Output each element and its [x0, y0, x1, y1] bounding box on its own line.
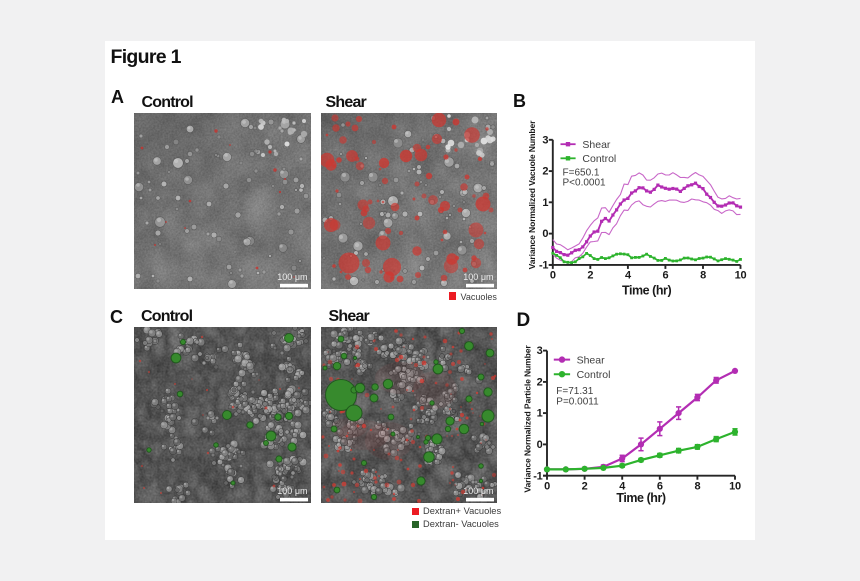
svg-text:100 μm: 100 μm [463, 486, 493, 496]
svg-text:P<0.0001: P<0.0001 [563, 178, 607, 189]
svg-text:10: 10 [735, 270, 747, 282]
svg-text:8: 8 [700, 270, 706, 282]
svg-text:Control: Control [582, 153, 616, 165]
svg-text:1: 1 [542, 197, 548, 209]
svg-text:F=650.1: F=650.1 [563, 168, 600, 179]
svg-text:Variance Normalized Vacuole Nu: Variance Normalized Vacuole Number [527, 120, 537, 269]
svg-text:2: 2 [542, 166, 548, 178]
svg-text:8: 8 [694, 481, 700, 493]
svg-text:10: 10 [729, 481, 741, 493]
svg-text:0: 0 [544, 481, 550, 493]
svg-text:-1: -1 [539, 260, 548, 272]
svg-text:Control: Control [577, 369, 611, 381]
svg-text:Time (hr): Time (hr) [622, 283, 671, 297]
svg-text:4: 4 [619, 481, 626, 493]
svg-text:P=0.0011: P=0.0011 [556, 397, 599, 408]
svg-text:0: 0 [537, 439, 543, 451]
svg-text:4: 4 [625, 270, 632, 282]
svg-text:Variance Normalized Particle N: Variance Normalized Particle Number [523, 345, 533, 493]
svg-text:6: 6 [657, 481, 663, 493]
svg-text:0: 0 [542, 228, 548, 240]
svg-text:F=71.31: F=71.31 [556, 386, 593, 397]
svg-text:3: 3 [537, 345, 543, 357]
svg-text:100 μm: 100 μm [277, 272, 307, 282]
svg-text:Shear: Shear [577, 354, 606, 366]
svg-text:-1: -1 [533, 470, 542, 482]
svg-text:6: 6 [662, 270, 668, 282]
svg-text:Time (hr): Time (hr) [616, 491, 665, 505]
svg-text:100 μm: 100 μm [277, 486, 307, 496]
svg-text:100 μm: 100 μm [463, 272, 493, 282]
svg-text:2: 2 [582, 481, 588, 493]
svg-text:0: 0 [550, 270, 556, 282]
svg-text:3: 3 [542, 134, 548, 146]
svg-text:2: 2 [537, 377, 543, 389]
svg-text:Shear: Shear [582, 139, 611, 151]
svg-text:1: 1 [537, 408, 543, 420]
svg-text:2: 2 [587, 270, 593, 282]
